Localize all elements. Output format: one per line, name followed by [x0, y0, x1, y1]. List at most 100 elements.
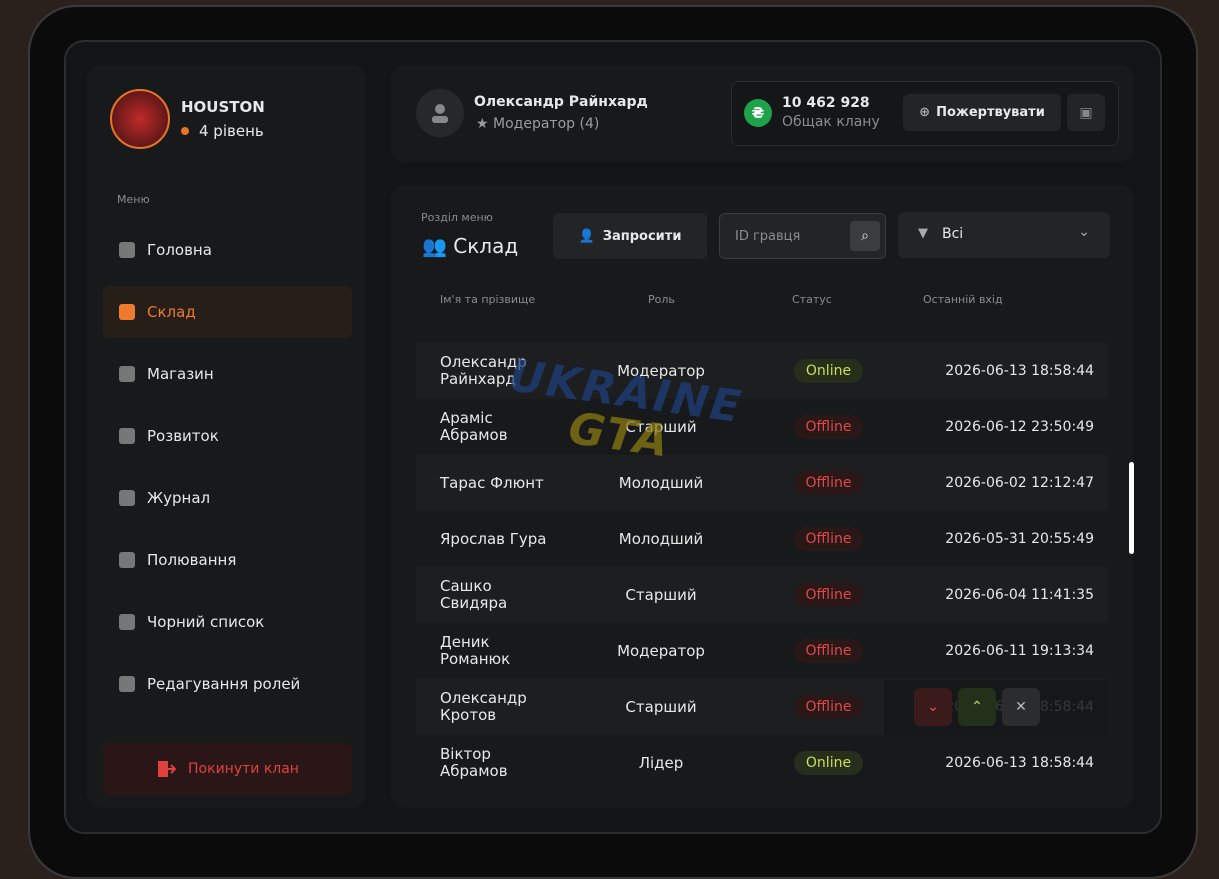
menu-icon — [119, 428, 135, 444]
table-row[interactable]: Тарас Флюнт Молодший Offline 2026-06-02 12:… — [416, 455, 1108, 511]
column-header: Останній вхід — [923, 293, 1003, 306]
status-pill: Offline — [793, 695, 864, 719]
menu-label: Редагування ролей — [147, 675, 301, 693]
search-placeholder: ID гравця — [735, 229, 801, 244]
leave-label: Покинути клан — [188, 761, 299, 777]
member-role: Старший — [625, 698, 697, 716]
last-login: 2026-06-04 11:41:35 — [945, 587, 1094, 603]
leave-icon — [158, 761, 177, 777]
section-title: Склад — [453, 234, 519, 258]
filter-dropdown[interactable]: ▼ Всі ⌄ — [898, 212, 1110, 258]
clan-logo — [110, 89, 170, 149]
last-login: 2026-06-13 18:58:44 — [945, 363, 1094, 379]
page: HOUSTON 4 рівень Меню Головна Склад Магази… — [28, 5, 1198, 879]
menu-label: Розвиток — [147, 427, 219, 445]
invite-button[interactable]: 👤 Запросити — [553, 213, 707, 259]
status-cell: Offline — [761, 567, 896, 623]
member-role: Молодший — [618, 474, 704, 492]
search-button[interactable]: ⌕ — [850, 221, 880, 251]
storage-button[interactable]: ▣ — [1067, 94, 1105, 131]
menu-label: Склад — [147, 303, 196, 321]
menu-item[interactable]: Головна — [103, 224, 352, 276]
search-field[interactable]: ID гравця ⌕ — [719, 213, 886, 259]
table-row[interactable]: Араміс Абрамов Старший Offline 2026-06-12 2… — [416, 399, 1108, 455]
member-role: Лідер — [638, 754, 684, 772]
clan-level: 4 рівень — [199, 122, 264, 140]
section-title-row: 👥 Склад — [422, 234, 519, 258]
last-login: 2026-06-11 19:13:34 — [945, 643, 1094, 659]
menu-icon — [119, 304, 135, 320]
menu-label: Полювання — [147, 551, 237, 569]
avatar — [416, 89, 464, 137]
level-dot — [181, 127, 189, 135]
last-login: 2026-05-31 20:55:49 — [945, 531, 1094, 547]
status-pill: Offline — [793, 639, 864, 663]
status-pill: Offline — [793, 471, 864, 495]
member-role: Молодший — [618, 530, 704, 548]
menu-item[interactable]: Розвиток — [103, 410, 352, 462]
member-name: Олександр Райнхард — [440, 353, 527, 388]
menu-item[interactable]: Журнал — [103, 472, 352, 524]
balance: 10 462 928 — [782, 95, 870, 111]
member-name: Олександр Кротов — [440, 689, 527, 724]
menu-label: Чорний список — [147, 613, 265, 631]
member-name: Деник Романюк — [440, 633, 511, 668]
status-cell: Offline — [761, 679, 896, 735]
filter-value: Всі — [942, 226, 964, 242]
member-role: Старший — [625, 586, 697, 604]
promote-button[interactable]: ⌃ — [958, 688, 996, 726]
status-pill: Online — [793, 359, 864, 383]
menu-item[interactable]: Редагування ролей — [103, 658, 352, 710]
column-header: Роль — [648, 293, 675, 306]
demote-button[interactable]: ⌄ — [914, 688, 952, 726]
menu-label: Магазин — [147, 365, 214, 383]
leave-button[interactable]: Покинути клан — [103, 743, 352, 795]
menu-item[interactable]: Полювання — [103, 534, 352, 586]
member-name: Віктор Абрамов — [440, 745, 508, 780]
menu-icon — [119, 242, 135, 258]
member-name: Сашко Свидяра — [440, 577, 508, 612]
menu-label: Журнал — [147, 489, 211, 507]
menu-item[interactable]: Склад — [103, 286, 352, 338]
table-row[interactable]: Деник Романюк Модератор Offline 2026-06-11 … — [416, 623, 1108, 679]
donate-button[interactable]: ⊕ Пожертвувати — [903, 94, 1061, 131]
menu-item[interactable]: Магазин — [103, 348, 352, 400]
member-role: Старший — [625, 418, 697, 436]
status-pill: Offline — [793, 415, 864, 439]
balance-label: Общак клану — [782, 114, 880, 130]
menu-icon — [119, 676, 135, 692]
row-actions: ⌄ ⌃ ✕ — [884, 680, 1108, 736]
table-row[interactable]: Олександр Райнхард Модератор Online 2026-06… — [416, 343, 1108, 399]
column-header: Статус — [792, 293, 832, 306]
status-cell: Online — [761, 343, 896, 399]
status-cell: Offline — [761, 511, 896, 567]
table-row[interactable]: Віктор Абрамов Лідер Online 2026-06-13 18:5… — [416, 735, 1108, 791]
member-name: Араміс Абрамов — [440, 409, 508, 444]
section-label: Розділ меню — [421, 211, 493, 224]
avatar-icon — [432, 104, 448, 123]
last-login: 2026-06-13 18:58:44 — [945, 755, 1094, 771]
member-role: Модератор — [617, 362, 705, 380]
kick-button[interactable]: ✕ — [1002, 688, 1040, 726]
status-pill: Offline — [793, 583, 864, 607]
status-cell: Online — [761, 735, 896, 791]
status-cell: Offline — [761, 399, 896, 455]
currency-icon: ₴ — [744, 99, 772, 127]
menu-label: Головна — [147, 241, 212, 259]
table-row[interactable]: Сашко Свидяра Старший Offline 2026-06-04 11… — [416, 567, 1108, 623]
user-name: Олександр Райнхард — [474, 94, 648, 110]
member-role: Модератор — [617, 642, 705, 660]
member-name: Тарас Флюнт — [440, 473, 544, 492]
last-login: 2026-06-12 23:50:49 — [945, 419, 1094, 435]
menu-icon — [119, 614, 135, 630]
scrollbar — [1129, 462, 1134, 554]
invite-label: Запросити — [602, 228, 682, 244]
member-name: Ярослав Гура — [440, 529, 547, 548]
status-cell: Offline — [761, 455, 896, 511]
table-row[interactable]: Ярослав Гура Молодший Offline 2026-05-31 20… — [416, 511, 1108, 567]
status-pill: Online — [793, 751, 864, 775]
user-role: Модератор (4) — [493, 116, 600, 132]
menu-item[interactable]: Чорний список — [103, 596, 352, 648]
status-cell: Offline — [761, 623, 896, 679]
menu-icon — [119, 552, 135, 568]
